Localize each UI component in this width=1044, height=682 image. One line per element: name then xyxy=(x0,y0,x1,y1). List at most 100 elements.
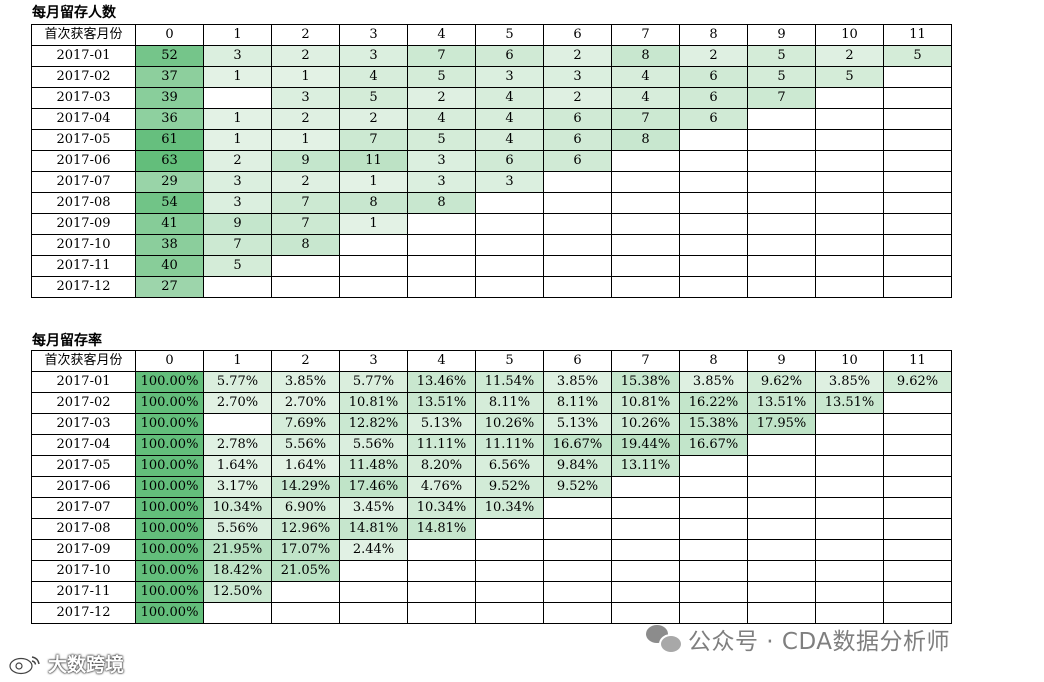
cohort-month: 2017-04 xyxy=(31,108,136,130)
table-cell: 2.44% xyxy=(339,539,408,561)
table-cell: 10.26% xyxy=(611,413,680,435)
table-cell: 1 xyxy=(203,66,272,88)
table-cell: 19.44% xyxy=(611,434,680,456)
table-cell xyxy=(815,581,884,603)
table-cell: 9 xyxy=(271,150,340,172)
table-row: 2017-02 37 1 1 4 5 3 3 4 6 5 5 xyxy=(31,66,952,88)
cohort-month: 2017-09 xyxy=(31,213,136,235)
column-header: 5 xyxy=(475,24,544,46)
table-cell xyxy=(679,276,748,298)
table-cell: 1 xyxy=(271,66,340,88)
table-cell xyxy=(611,602,680,624)
table-cell xyxy=(407,602,476,624)
table-row: 2017-07 29 3 2 1 3 3 xyxy=(31,171,952,193)
table-cell: 7 xyxy=(747,87,816,109)
table-cell: 5.13% xyxy=(543,413,612,435)
table-cell: 2 xyxy=(339,108,408,130)
table-cell: 100.00% xyxy=(135,371,204,393)
table-cell: 8 xyxy=(611,45,680,67)
column-header: 11 xyxy=(883,350,952,372)
table-cell xyxy=(475,255,544,277)
table-cell: 5.56% xyxy=(271,434,340,456)
table-row: 2017-08 54 3 7 8 8 xyxy=(31,192,952,214)
table-cell: 17.07% xyxy=(271,539,340,561)
table-cell xyxy=(679,192,748,214)
table-cell: 13.51% xyxy=(407,392,476,414)
table-cell: 13.51% xyxy=(747,392,816,414)
table-cell: 8 xyxy=(407,192,476,214)
table-cell xyxy=(475,539,544,561)
wechat-icon xyxy=(646,625,683,654)
table-row: 2017-01 52 3 2 3 7 6 2 8 2 5 2 5 xyxy=(31,45,952,67)
table-cell: 8.20% xyxy=(407,455,476,477)
table-cell xyxy=(883,434,952,456)
table-cell xyxy=(543,234,612,256)
table-cell xyxy=(883,108,952,130)
table-cell: 3 xyxy=(203,171,272,193)
table-cell: 5 xyxy=(339,87,408,109)
table-cell: 6 xyxy=(543,108,612,130)
table-cell xyxy=(611,213,680,235)
column-header: 11 xyxy=(883,24,952,46)
table-cell: 2 xyxy=(407,87,476,109)
table-cell: 6 xyxy=(543,150,612,172)
table-cell xyxy=(543,518,612,540)
table-cell xyxy=(407,234,476,256)
column-header: 1 xyxy=(203,24,272,46)
column-header: 0 xyxy=(135,24,204,46)
table-cell xyxy=(815,171,884,193)
table-cell: 3.85% xyxy=(679,371,748,393)
column-header: 4 xyxy=(407,350,476,372)
table-cell: 5 xyxy=(747,66,816,88)
table-cell xyxy=(815,87,884,109)
table-cell xyxy=(883,413,952,435)
table-cell xyxy=(747,434,816,456)
brand-watermark-text: 大数跨境 xyxy=(48,654,125,676)
table-cell: 17.95% xyxy=(747,413,816,435)
column-header: 7 xyxy=(611,350,680,372)
cohort-month: 2017-01 xyxy=(31,45,136,67)
table-cell xyxy=(679,497,748,519)
table-cell xyxy=(883,129,952,151)
table-cell: 6 xyxy=(679,66,748,88)
table-cell xyxy=(883,392,952,414)
table-cell: 15.38% xyxy=(611,371,680,393)
table-cell xyxy=(815,602,884,624)
brand-watermark: 大数跨境 xyxy=(8,650,124,677)
table-cell xyxy=(815,192,884,214)
table-cell: 6 xyxy=(475,150,544,172)
table-cell: 4 xyxy=(407,108,476,130)
table-cell: 7.69% xyxy=(271,413,340,435)
table-cell xyxy=(271,602,340,624)
table-cell xyxy=(883,518,952,540)
table-cell: 9.62% xyxy=(883,371,952,393)
table-cell: 5.56% xyxy=(339,434,408,456)
table-cell: 3.17% xyxy=(203,476,272,498)
table-cell xyxy=(203,413,272,435)
table-cell: 11.11% xyxy=(475,434,544,456)
table-row: 2017-10 38 7 8 xyxy=(31,234,952,256)
table-cell: 7 xyxy=(407,45,476,67)
table-row: 2017-06 100.00% 3.17% 14.29% 17.46% 4.76% 9.52… xyxy=(31,476,952,498)
table-cell: 17.46% xyxy=(339,476,408,498)
table-cell xyxy=(271,255,340,277)
table-cell xyxy=(747,255,816,277)
table-cell xyxy=(679,171,748,193)
table-cell xyxy=(815,518,884,540)
table-cell: 1 xyxy=(271,129,340,151)
table-cell: 100.00% xyxy=(135,497,204,519)
table-cell: 40 xyxy=(135,255,204,277)
cohort-month: 2017-01 xyxy=(31,371,136,393)
table-cell: 2.70% xyxy=(271,392,340,414)
column-header: 8 xyxy=(679,350,748,372)
table-row: 2017-09 41 9 7 1 xyxy=(31,213,952,235)
table-cell xyxy=(543,192,612,214)
table-cell: 16.67% xyxy=(543,434,612,456)
table-cell xyxy=(747,581,816,603)
cohort-month: 2017-12 xyxy=(31,276,136,298)
table-row: 2017-03 100.00% 7.69% 12.82% 5.13% 10.26% 5.13… xyxy=(31,413,952,435)
table-cell xyxy=(543,602,612,624)
retention-rates-table: 首次获客月份 0 1 2 3 4 5 6 7 8 9 10 11 2017-01 100.00% 5.77% 3… xyxy=(31,350,952,624)
table-cell xyxy=(815,255,884,277)
table-row: 2017-12 100.00% xyxy=(31,602,952,624)
